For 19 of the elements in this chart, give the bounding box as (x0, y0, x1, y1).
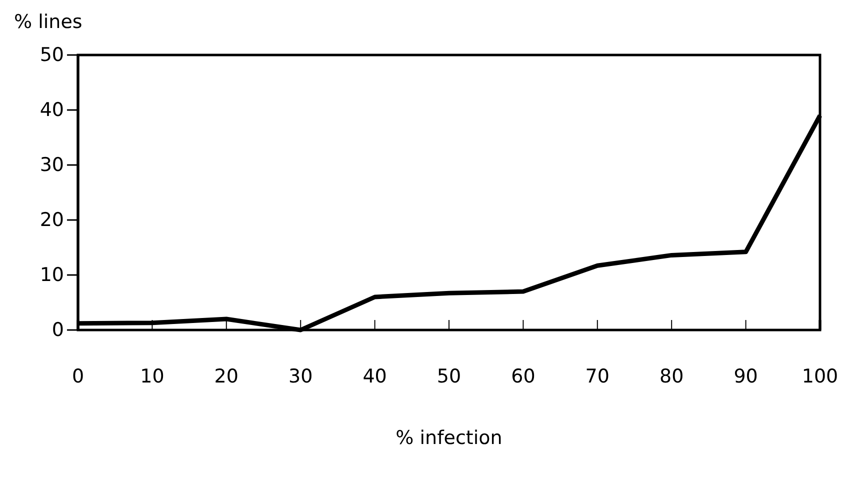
x-tick-label: 0 (72, 365, 84, 388)
x-tick-label: 40 (362, 365, 387, 388)
x-tick-label: 30 (288, 365, 313, 388)
y-tick-label: 20 (40, 209, 64, 232)
y-tick-label: 10 (40, 264, 64, 286)
x-tick-label: 80 (660, 365, 684, 388)
x-tick-label: 20 (214, 365, 238, 388)
x-tick-label: 50 (436, 365, 462, 388)
x-tick-label: 60 (511, 365, 536, 388)
x-tick-label: 100 (802, 365, 838, 388)
y-tick-label: 50 (40, 44, 64, 66)
x-tick-label: 90 (734, 365, 758, 388)
x-axis-title: % infection (396, 427, 502, 449)
x-tick-label: 70 (585, 365, 610, 388)
y-tick-label: 40 (40, 99, 64, 122)
y-tick-label: 30 (40, 154, 64, 176)
x-tick-label: 10 (140, 365, 164, 388)
y-axis-title: % lines (14, 11, 82, 33)
y-tick-label: 0 (52, 319, 64, 342)
